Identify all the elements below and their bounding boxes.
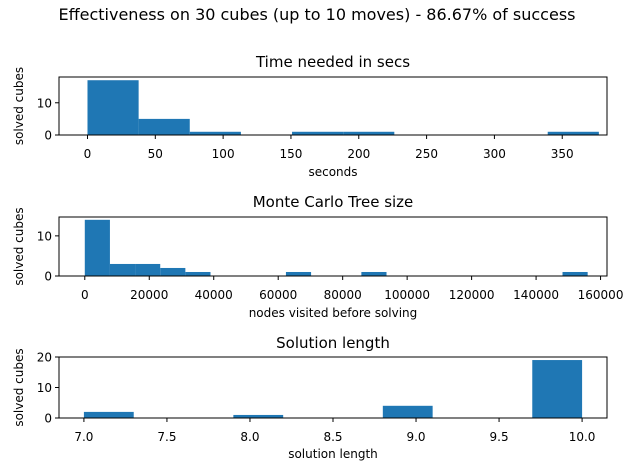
figure-suptitle: Effectiveness on 30 cubes (up to 10 move… [59,5,576,24]
subplot-title: Time needed in secs [255,53,410,71]
x-tick-label: 250 [415,147,438,161]
axes-frame [58,216,608,277]
histogram-bar [285,271,312,276]
y-axis-label: solved cubes [12,207,26,285]
histogram-bar [109,263,136,276]
x-tick-label: 9.5 [490,430,509,444]
subplot-3: 7.0 7.5 8.0 8.5 9.0 9.5 10.0 0 10 20 Solution leng… [12,334,608,461]
x-tick-label: 150 [279,147,302,161]
x-tick-label: 7.5 [157,430,176,444]
x-axis-label: nodes visited before solving [249,306,418,320]
histogram-bar [84,219,110,276]
histogram-bar [87,80,139,135]
x-tick-label: 80000 [324,288,362,302]
x-tick-label: 0 [81,288,89,302]
histogram-bar [233,414,284,418]
x-tick-label: 60000 [259,288,297,302]
y-tick-label: 0 [44,129,52,143]
y-tick-label: 0 [44,270,52,284]
histogram-bar [292,131,344,135]
histogram-bar [138,118,190,135]
x-tick-label: 200 [347,147,370,161]
histogram-bar [547,131,599,135]
histogram-bar [562,271,588,276]
x-tick-label: 8.0 [240,430,259,444]
axes-frame [58,76,608,136]
histogram-bar [185,271,211,276]
x-axis-label: seconds [308,165,357,179]
histogram-bar [532,360,583,418]
y-axis-label: solved cubes [12,67,26,145]
x-tick-label: 140000 [513,288,559,302]
x-tick-label: 50 [148,147,163,161]
y-tick-label: 10 [37,381,52,395]
x-tick-label: 7.0 [74,430,93,444]
x-tick-label: 350 [551,147,574,161]
x-tick-label: 100 [212,147,235,161]
histogram-bar [361,271,387,276]
y-tick-label: 10 [37,96,52,110]
x-tick-label: 40000 [195,288,233,302]
x-tick-label: 120000 [449,288,495,302]
x-tick-label: 8.5 [323,430,342,444]
y-axis-label: solved cubes [12,348,26,426]
subplot-title: Solution length [276,334,390,352]
subplot-2: 0 20000 40000 60000 80000 100000 120000 140000 1… [12,193,623,320]
x-tick-label: 0 [84,147,92,161]
x-tick-label: 300 [483,147,506,161]
x-tick-label: 10.0 [569,430,596,444]
y-tick-label: 10 [37,229,52,243]
histogram-bar [135,263,161,276]
x-tick-label: 9.0 [406,430,425,444]
subplot-title: Monte Carlo Tree size [253,193,414,211]
y-tick-label: 20 [37,351,52,365]
y-tick-label: 0 [44,412,52,426]
x-tick-label: 100000 [384,288,430,302]
x-tick-label: 160000 [578,288,624,302]
histogram-bar [160,267,186,276]
subplot-1: 0 50 100 150 200 250 300 350 0 10 Time needed in s… [12,53,608,179]
axes-frame [58,356,608,419]
histogram-bar [382,405,433,418]
x-tick-label: 20000 [130,288,168,302]
histogram-bar [189,131,241,135]
histogram-bar [83,411,134,418]
x-axis-label: solution length [288,447,378,461]
histogram-bar [343,131,395,135]
